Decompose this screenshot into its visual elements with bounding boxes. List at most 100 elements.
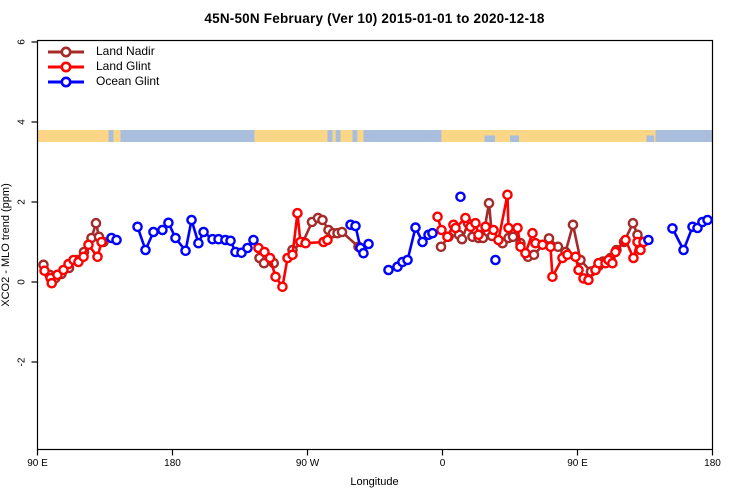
data-point-ocean-glint xyxy=(667,223,678,234)
map-strip-ocean-segment xyxy=(352,130,358,142)
data-point-land-glint xyxy=(264,252,276,264)
legend: Land Nadir Land Glint Ocean Glint xyxy=(46,44,159,89)
x-tick-label: 90 W xyxy=(295,458,320,469)
y-tick-label: 2 xyxy=(16,199,28,205)
map-strip-inland-water xyxy=(484,135,495,142)
x-tick-label: 0 xyxy=(439,458,446,469)
data-point-land-glint xyxy=(96,236,107,248)
data-point-land-glint xyxy=(39,265,50,277)
data-point-land-glint xyxy=(470,217,481,229)
data-point-land-glint xyxy=(270,271,281,283)
data-point-land-glint xyxy=(46,277,58,289)
data-point-ocean-glint xyxy=(702,214,713,226)
map-strip-ocean-segment xyxy=(120,130,255,142)
data-point-land-glint xyxy=(570,251,581,263)
x-tick-label: 180 xyxy=(704,458,721,469)
data-point-land-glint xyxy=(502,189,513,201)
data-point-land-glint xyxy=(436,224,447,236)
map-strip-ocean-segment xyxy=(363,130,442,142)
data-point-ocean-glint xyxy=(163,217,174,229)
legend-item: Ocean Glint xyxy=(46,74,159,89)
legend-marker-icon xyxy=(48,46,84,57)
data-point-land-glint xyxy=(92,251,103,263)
data-point-land-glint xyxy=(628,252,639,264)
x-axis-title: Longitude xyxy=(350,476,399,488)
data-point-land-glint xyxy=(78,251,89,263)
data-point-land-nadir xyxy=(627,217,639,229)
data-point-land-glint xyxy=(503,222,514,234)
data-point-ocean-glint xyxy=(455,191,466,203)
data-point-ocean-glint xyxy=(643,234,654,246)
data-point-ocean-glint xyxy=(427,227,438,239)
data-point-land-glint xyxy=(620,234,631,246)
chart-title: 45N-50N February (Ver 10) 2015-01-01 to … xyxy=(204,11,545,26)
data-point-land-glint xyxy=(450,222,461,234)
data-point-land-nadir xyxy=(456,233,468,245)
data-point-ocean-glint xyxy=(180,245,191,257)
data-point-land-nadir xyxy=(317,214,328,226)
data-point-ocean-glint xyxy=(402,254,413,266)
data-point-land-glint xyxy=(322,234,333,246)
y-tick-label: -2 xyxy=(16,357,28,367)
data-point-land-glint xyxy=(83,239,94,251)
data-point-ocean-glint xyxy=(225,235,236,247)
data-point-ocean-glint xyxy=(140,244,151,256)
data-point-ocean-glint xyxy=(242,242,253,254)
legend-label: Land Glint xyxy=(96,59,151,73)
data-point-land-glint xyxy=(277,281,288,293)
legend-label: Ocean Glint xyxy=(96,74,160,88)
data-point-ocean-glint xyxy=(490,254,501,266)
data-point-land-glint xyxy=(573,264,584,276)
map-strip-land-segment xyxy=(332,130,336,142)
data-point-land-glint xyxy=(547,271,558,283)
data-point-ocean-glint xyxy=(157,224,168,236)
data-point-ocean-glint xyxy=(363,238,374,250)
map-strip-inland-water xyxy=(510,135,519,142)
data-point-land-glint xyxy=(292,207,303,219)
data-point-land-glint xyxy=(527,227,538,239)
data-point-land-glint xyxy=(432,211,443,223)
data-point-land-glint xyxy=(442,231,453,243)
map-strip-land-segment xyxy=(441,130,656,142)
data-point-land-nadir xyxy=(435,241,447,253)
data-point-land-glint xyxy=(512,222,523,234)
data-point-ocean-glint xyxy=(148,226,159,238)
data-point-ocean-glint xyxy=(186,214,197,226)
map-strip-ocean-segment xyxy=(335,130,341,142)
map-strip-land-segment xyxy=(113,130,121,142)
data-point-land-glint xyxy=(520,247,531,259)
legend-marker-icon xyxy=(48,61,84,72)
y-tick-label: 4 xyxy=(16,119,28,125)
data-point-land-glint xyxy=(488,224,499,236)
map-strip-land-segment xyxy=(357,130,364,142)
legend-label: Land Nadir xyxy=(96,44,155,58)
data-point-ocean-glint xyxy=(111,234,122,246)
data-point-land-glint xyxy=(300,237,311,249)
y-tick-label: 0 xyxy=(16,279,28,285)
data-point-land-nadir xyxy=(90,217,102,229)
data-point-land-glint xyxy=(562,249,573,261)
data-point-land-glint xyxy=(610,246,621,258)
x-tick-label: 180 xyxy=(164,458,181,469)
data-point-ocean-glint xyxy=(193,237,204,249)
data-point-land-nadir xyxy=(483,197,495,209)
data-point-ocean-glint xyxy=(350,220,361,232)
data-point-land-glint xyxy=(473,229,484,241)
y-tick-label: 6 xyxy=(16,39,28,45)
legend-item: Land Nadir xyxy=(46,44,159,59)
map-strip-land-segment xyxy=(254,130,328,142)
data-point-land-glint xyxy=(583,274,594,286)
data-point-ocean-glint xyxy=(383,264,394,276)
data-point-land-nadir xyxy=(336,226,348,238)
data-point-land-glint xyxy=(607,257,618,269)
data-point-land-glint xyxy=(287,249,298,261)
data-point-land-glint xyxy=(460,212,471,224)
data-point-ocean-glint xyxy=(678,244,689,256)
data-point-ocean-glint xyxy=(170,232,181,244)
data-point-land-glint xyxy=(493,234,504,246)
legend-marker-icon xyxy=(48,76,84,87)
data-point-land-nadir xyxy=(528,249,540,261)
map-strip-land-segment xyxy=(37,130,109,142)
